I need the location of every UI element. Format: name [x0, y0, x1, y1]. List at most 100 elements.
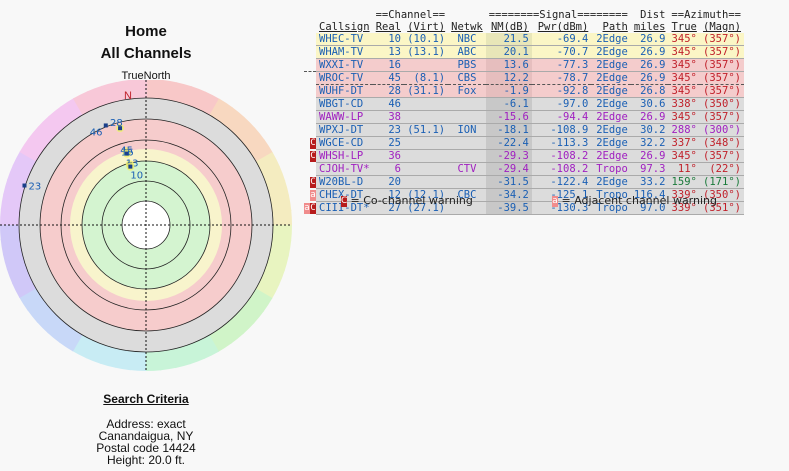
search-criteria-heading: Search Criteria — [103, 392, 189, 406]
network-cell: NBC — [448, 33, 486, 46]
station-row[interactable]: WPXJ-DT 23 (51.1) ION -18.1 -108.9 2Edge 30.2 28… — [304, 123, 744, 137]
azimuth-magnetic-cell: (357°) — [699, 33, 744, 46]
distance-cell: 26.9 — [630, 149, 669, 163]
network-cell: ION — [448, 123, 486, 137]
real-channel-cell: 13 — [372, 45, 404, 59]
station-row[interactable]: WHEC-TV 10 (10.1) NBC 21.5 -69.4 2Edge 26.9 345°… — [304, 33, 744, 46]
station-marker[interactable] — [124, 151, 129, 156]
path-cell: 2Edge — [591, 136, 631, 150]
station-row[interactable]: WBGT-CD 46 -6.1 -97.0 2Edge 30.6 338° (350°) — [304, 97, 744, 111]
callsign-cell[interactable]: CJOH-TV* — [316, 162, 373, 176]
virtual-channel-cell — [404, 175, 449, 189]
azimuth-true-cell: 345° — [668, 45, 700, 59]
path-cell: 2Edge — [591, 97, 631, 111]
callsign-cell[interactable]: WAWW-LP — [316, 110, 373, 124]
noise-margin-cell: -34.2 — [485, 188, 532, 202]
noise-margin-cell: -29.4 — [485, 162, 532, 176]
azimuth-hue-segment — [159, 80, 178, 102]
azimuth-hue-segment — [248, 288, 273, 312]
callsign-cell[interactable]: WXXI-TV — [316, 58, 373, 72]
azimuth-true-cell: 337° — [668, 136, 700, 150]
station-row[interactable]: WXXI-TV 16 PBS 13.6 -77.3 2Edge 26.9 345° (357°) — [304, 58, 744, 72]
station-row[interactable]: aC CIII-DT* 27 (27.1) -39.5 -130.3 Tropo 97.0 33… — [304, 201, 744, 215]
power-cell: -125.1 — [531, 188, 592, 202]
warning-cell — [304, 123, 316, 137]
station-marker[interactable] — [22, 183, 27, 188]
distance-cell: 26.9 — [630, 33, 669, 46]
network-cell — [448, 201, 486, 215]
real-channel-cell: 45 — [372, 71, 404, 85]
col-magn: (Magn) — [699, 21, 744, 33]
cochannel-legend: C = Co-channel warning — [341, 194, 473, 207]
channel-group-header: ==Channel== — [372, 9, 449, 21]
callsign-cell[interactable]: CIII-DT* — [316, 201, 373, 215]
station-row[interactable]: C W20BL-D 20 -31.5 -122.4 2Edge 33.2 159° (171°) — [304, 175, 744, 189]
warning-cell: C — [304, 175, 316, 189]
distance-cell: 26.9 — [630, 71, 669, 85]
col-netwk: Netwk — [448, 21, 486, 33]
callsign-cell[interactable]: WPXJ-DT — [316, 123, 373, 137]
station-row[interactable]: C WGCE-CD 25 -22.4 -113.3 2Edge 32.2 337° (348°) — [304, 136, 744, 150]
path-cell: Tropo — [591, 162, 631, 176]
azimuth-hue-segment — [2, 250, 26, 271]
callsign-cell[interactable]: WHSH-LP — [316, 149, 373, 163]
adjacent-warning-icon: a — [304, 202, 310, 214]
power-cell: -92.8 — [531, 84, 592, 98]
distance-cell: 97.3 — [630, 162, 669, 176]
warning-cell: C — [304, 136, 316, 150]
noise-margin-cell: -18.1 — [485, 123, 532, 137]
path-cell: 2Edge — [591, 123, 631, 137]
station-row[interactable]: WAWW-LP 38 -15.6 -94.4 2Edge 26.9 345° (357°) — [304, 110, 744, 124]
page-title: Home — [125, 23, 167, 40]
station-row[interactable]: WROC-TV 45 (8.1) CBS 12.2 -78.7 2Edge 26.9 345°(… — [304, 71, 744, 85]
real-channel-cell: 46 — [372, 97, 404, 111]
azimuth-true-cell: 11° — [668, 162, 700, 176]
azimuth-hue-segment — [6, 263, 30, 285]
warning-cell — [304, 97, 316, 111]
north-label: N — [124, 90, 132, 102]
power-cell: -108.2 — [531, 162, 592, 176]
callsign-cell[interactable]: W20BL-D — [316, 175, 373, 189]
azimuth-true-cell: 288° — [668, 123, 700, 137]
station-row[interactable]: C WHSH-LP 36 -29.3 -108.2 2Edge 26.9 345° (357°) — [304, 149, 744, 163]
noise-margin-cell: 20.1 — [485, 45, 532, 59]
azimuth-hue-segment — [59, 327, 83, 352]
virtual-channel-cell — [404, 136, 449, 150]
callsign-cell[interactable]: WGCE-CD — [316, 136, 373, 150]
station-row[interactable]: WHAM-TV 13 (13.1) ABC 20.1 -70.7 2Edge 26.9 345°… — [304, 45, 744, 59]
col-nm: NM(dB) — [485, 21, 532, 33]
real-channel-cell: 36 — [372, 149, 404, 163]
distance-cell: 26.9 — [630, 58, 669, 72]
station-row[interactable]: CJOH-TV* 6 CTV -29.4 -108.2 Tropo 97.3 11° (22°) — [304, 162, 744, 176]
callsign-cell[interactable]: WHAM-TV — [316, 45, 373, 59]
azimuth-true-cell: 345° — [668, 84, 700, 98]
station-marker[interactable] — [128, 164, 133, 169]
station-row[interactable]: WUHF-DT 28 (31.1) Fox -1.9 -92.8 2Edge 26.8 345°… — [304, 84, 744, 98]
callsign-cell[interactable]: WBGT-CD — [316, 97, 373, 111]
azimuth-hue-segment — [184, 341, 206, 365]
virtual-channel-cell: (10.1) — [404, 33, 449, 46]
power-cell: -113.3 — [531, 136, 592, 150]
azimuth-true-cell: 339° — [668, 188, 700, 202]
warning-cell — [304, 58, 316, 72]
distance-cell: 30.6 — [630, 97, 669, 111]
azimuth-hue-segment — [230, 116, 256, 141]
virtual-channel-cell — [404, 97, 449, 111]
callsign-cell[interactable]: WHEC-TV — [316, 33, 373, 46]
callsign-cell[interactable]: WUHF-DT — [316, 84, 373, 98]
azimuth-hue-segment — [219, 319, 244, 344]
azimuth-magnetic-cell: (357°) — [699, 45, 744, 59]
azimuth-hue-segment — [18, 287, 44, 311]
callsign-cell[interactable]: WROC-TV — [316, 71, 373, 85]
azimuth-hue-segment — [239, 299, 265, 324]
azimuth-magnetic-cell: (171°) — [699, 175, 744, 189]
power-cell: -78.7 — [531, 71, 592, 85]
azimuth-hue-segment — [100, 81, 121, 105]
distance-cell: 26.9 — [630, 110, 669, 124]
path-cell: 2Edge — [591, 71, 631, 85]
path-cell: Tropo — [591, 201, 631, 215]
station-marker[interactable] — [118, 126, 123, 131]
station-marker[interactable] — [103, 123, 108, 128]
azimuth-hue-segment — [60, 97, 84, 123]
azimuth-hue-segment — [209, 98, 233, 123]
